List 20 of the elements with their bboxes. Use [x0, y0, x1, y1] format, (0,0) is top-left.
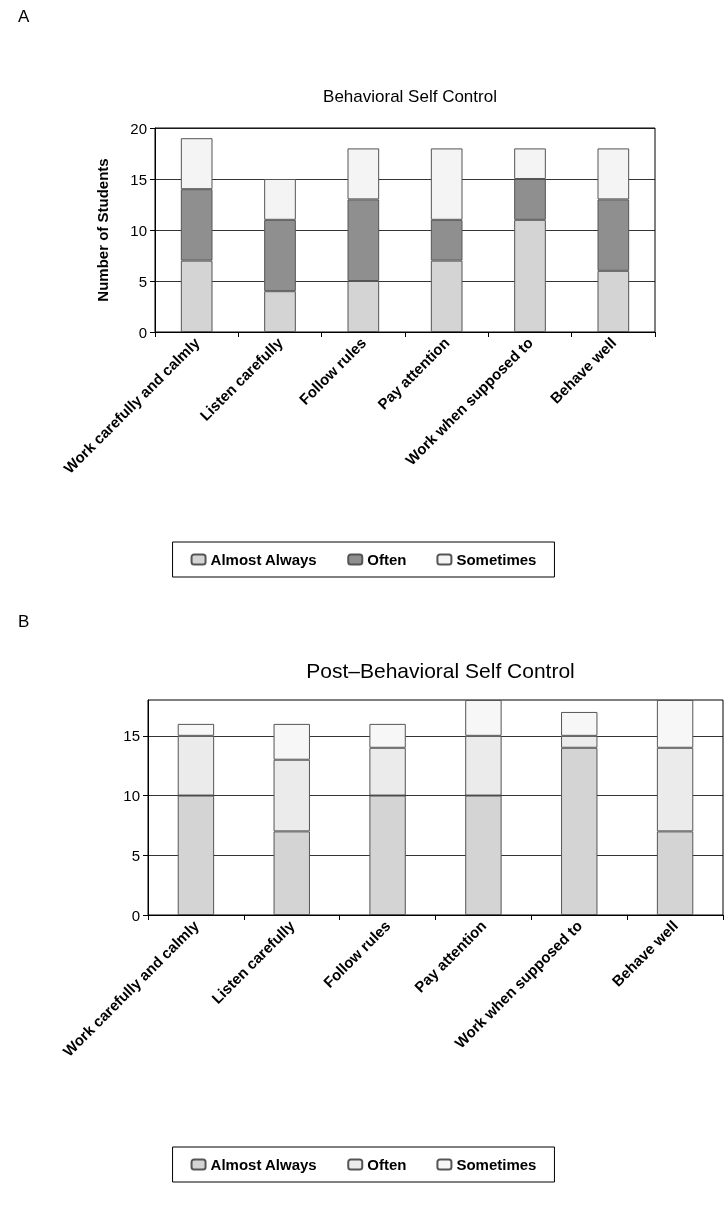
legend-label: Often: [367, 551, 407, 568]
text: A: [18, 7, 30, 26]
y-tick-label: 0: [131, 906, 140, 924]
y-tick-label: 15: [130, 170, 147, 188]
legend-label: Often: [367, 1156, 407, 1173]
legend-label: Sometimes: [456, 1156, 537, 1173]
y-tick-label: 10: [123, 787, 140, 805]
y-tick-label: 5: [138, 272, 147, 290]
chart-title: Post–Behavioral Self Control: [306, 659, 575, 682]
text: B: [18, 612, 30, 631]
y-tick-label: 15: [123, 727, 140, 745]
legend-label: Sometimes: [456, 551, 537, 568]
chart-title: Behavioral Self Control: [323, 87, 497, 106]
y-tick-label: 20: [130, 119, 147, 137]
legend-label: Almost Always: [210, 1156, 317, 1173]
y-tick-label: 5: [131, 846, 140, 864]
legend-label: Almost Always: [210, 551, 317, 568]
y-axis-title: Number of Students: [94, 158, 111, 302]
y-tick-label: 10: [130, 221, 147, 239]
y-tick-label: 0: [138, 323, 147, 341]
